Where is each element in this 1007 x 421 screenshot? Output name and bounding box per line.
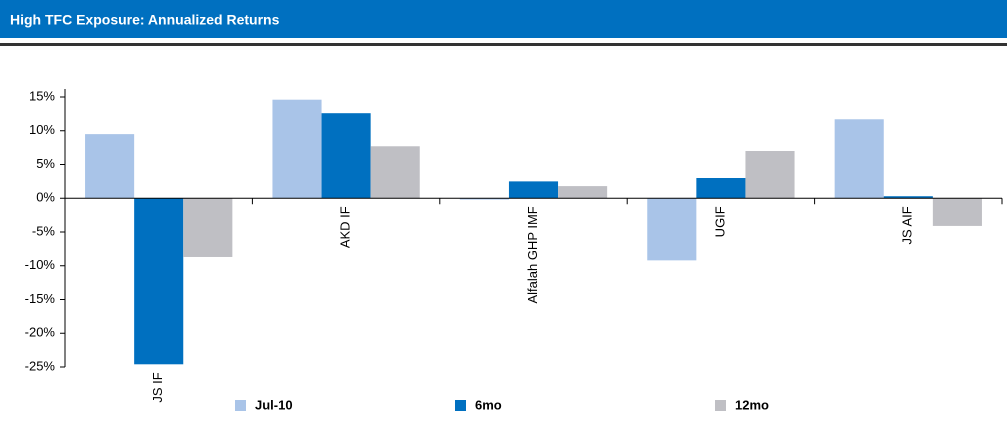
x-tick-label: UGIF [712,206,727,237]
x-tick-label: AKD IF [338,206,353,248]
y-tick-label: -25% [25,358,56,373]
x-tick-label: JS IF [150,372,165,402]
y-tick-label: 15% [29,88,55,103]
legend-swatch [235,400,246,411]
y-tick-label: -10% [25,257,56,272]
header-rule [0,43,1007,46]
legend-swatch [715,400,726,411]
y-tick-label: -15% [25,291,56,306]
bar [459,198,509,200]
y-tick-label: 10% [29,122,55,137]
legend-label: Jul-10 [255,397,293,412]
x-tick-label: Alfalah GHP IMF [525,206,540,303]
bar [370,146,420,199]
bar [134,198,184,365]
y-tick-label: -5% [32,223,56,238]
bar [85,134,135,199]
bar [558,186,608,199]
y-tick-label: 5% [36,156,55,171]
bar [647,198,697,261]
legend-label: 6mo [475,397,502,412]
bar [272,99,322,199]
bar [508,181,559,199]
bar [183,198,233,257]
y-tick-label: -20% [25,325,56,340]
x-tick-label: JS AIF [900,206,915,244]
bar [932,198,982,226]
bar [696,178,746,199]
bar [834,119,884,199]
y-tick-label: 0% [36,190,55,205]
header-bar [0,0,1007,38]
bar [321,113,371,199]
chart-title: High TFC Exposure: Annualized Returns [10,12,280,28]
legend-swatch [455,400,466,411]
bar [883,196,933,199]
bar [745,151,795,199]
legend-label: 12mo [735,397,769,412]
